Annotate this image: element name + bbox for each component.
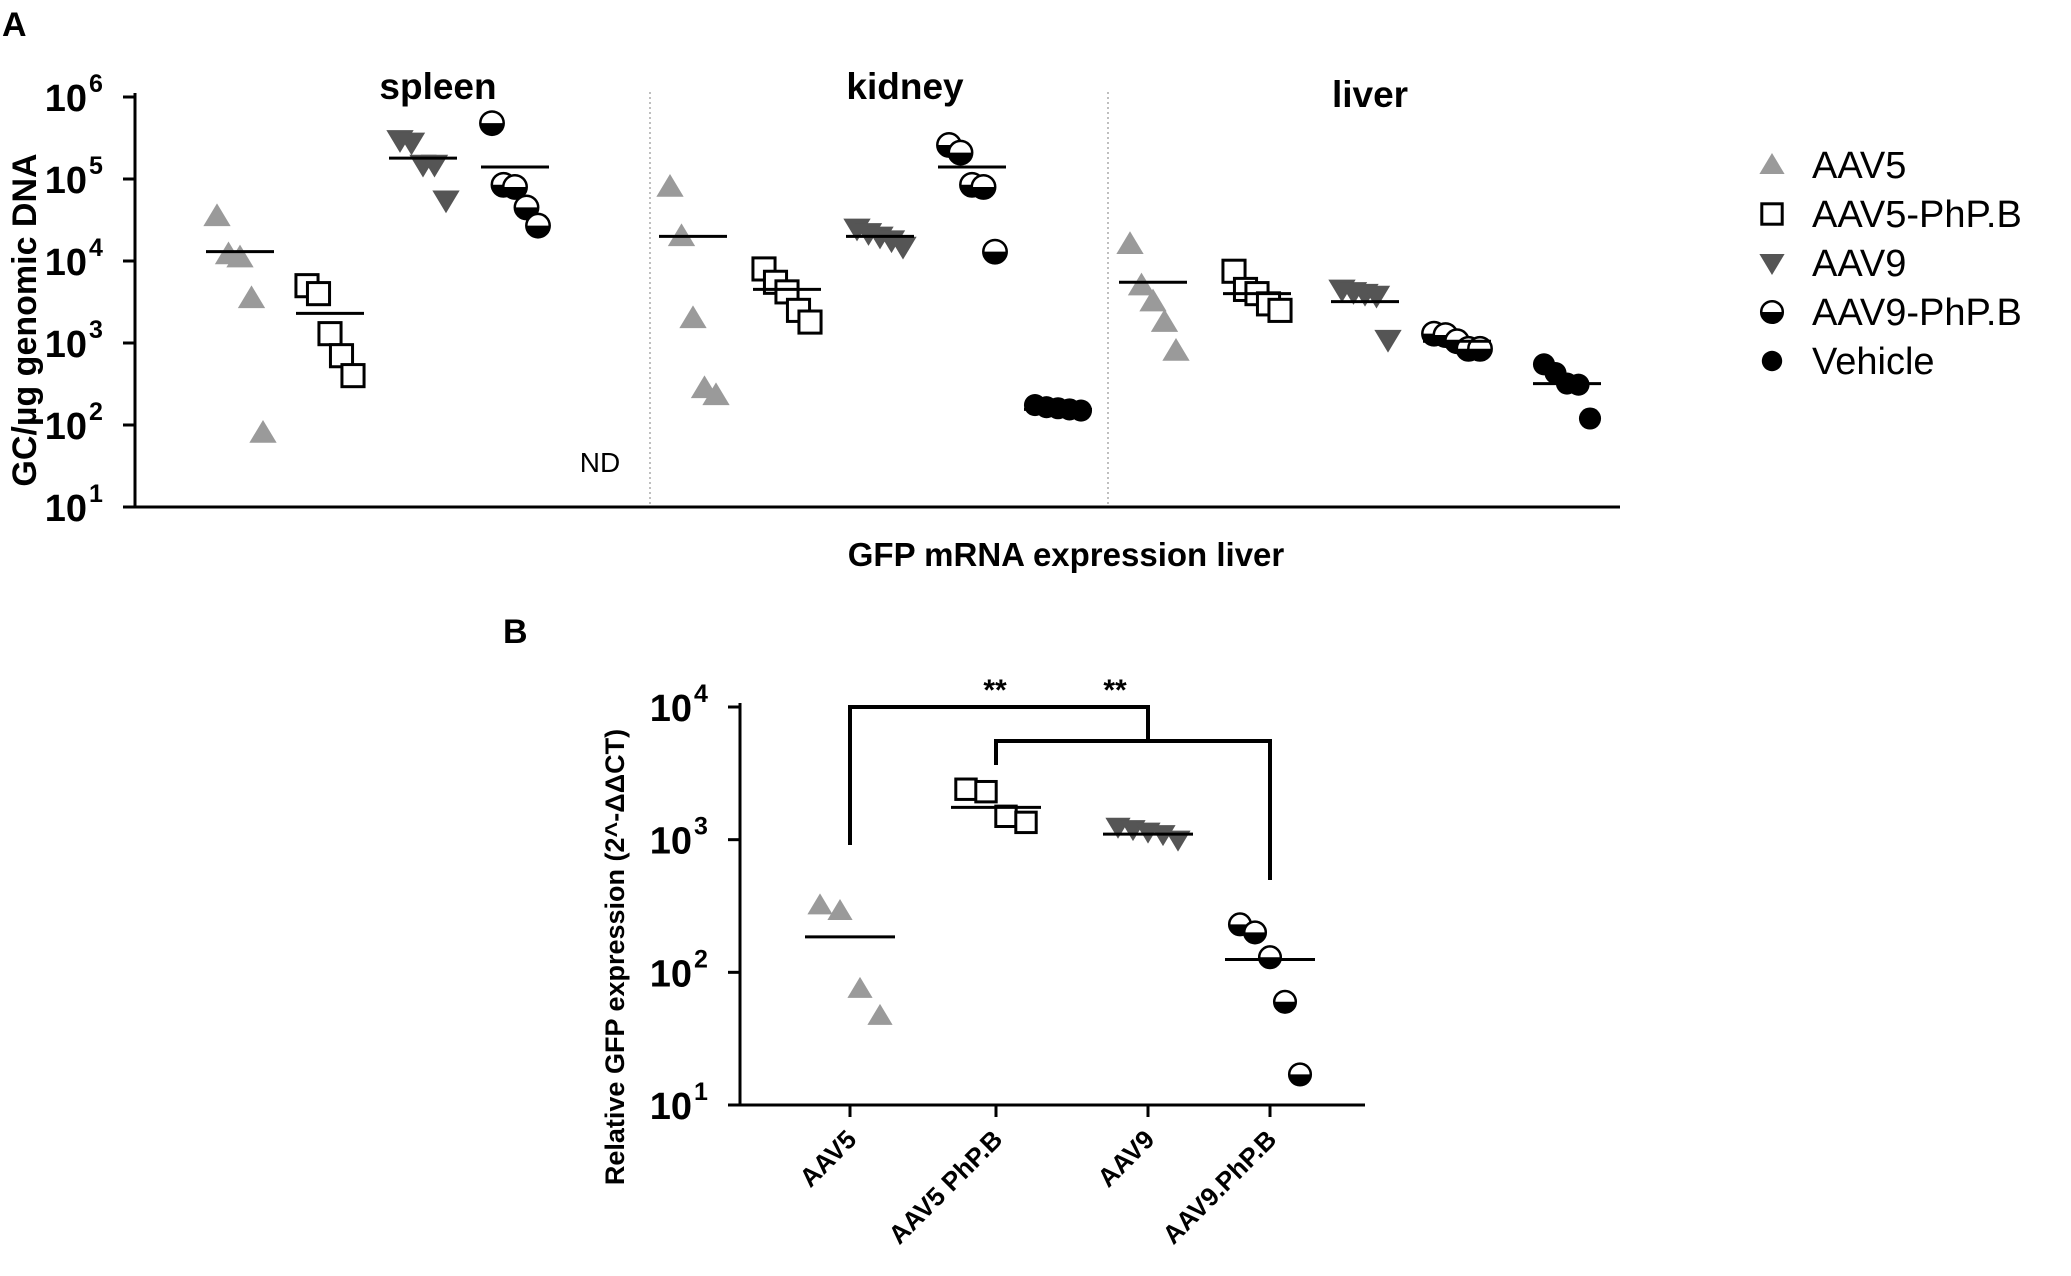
panel-a-point-spleen-aav9: [432, 190, 460, 214]
panel-a-point-liver-aav5: [1162, 337, 1190, 361]
panel-a-point-kidney-aav5-php.b: [797, 309, 823, 335]
panel-a-y-tick-exponent: 4: [89, 234, 103, 262]
legend-marker-vehicle: [1761, 350, 1783, 372]
panel-b-point-aav5-php-b: [1014, 810, 1038, 835]
panel-a-point-spleen-aav5-php.b: [317, 321, 343, 347]
panel-b-point-aav5-php-b: [954, 777, 978, 801]
panel-a-point-kidney-aav5: [656, 173, 684, 197]
panel-b-y-tick-label: 10: [650, 953, 692, 995]
panel-b-title: GFP mRNA expression liver: [848, 536, 1285, 573]
panel-b-point-aav9-php-b: [1242, 920, 1268, 945]
panel-a-point-liver-aav5: [1139, 288, 1167, 312]
panel-a-point-liver-aav5: [1150, 309, 1179, 332]
panel-a-point-kidney-aav9-php.b: [970, 173, 997, 200]
panel-a-y-tick-exponent: 6: [89, 70, 103, 98]
panel-a-point-spleen-aav5: [249, 419, 277, 443]
panel-a-group-title-kidney: kidney: [846, 66, 964, 107]
panel-a-point-liver-aav9-php.b: [1467, 335, 1493, 362]
panel-b-significance-bracket-1: [848, 705, 1150, 845]
panel-a-point-kidney-aav9-php.b: [947, 139, 974, 166]
panel-a-point-spleen-aav9-php.b: [513, 194, 540, 221]
panel-b-y-tick-label: 10: [650, 821, 692, 863]
panel-b-y-tick-exponent: 3: [694, 813, 708, 841]
panel-a-y-tick-label: 10: [45, 406, 87, 448]
panel-b-chart: GFP mRNA expression liver Relative GFP e…: [600, 536, 1365, 1250]
panel-a-point-spleen-aav9-php.b: [525, 212, 551, 239]
panel-b-point-aav5: [847, 976, 873, 998]
panel-a-y-axis-label: GC/µg genomic DNA: [6, 153, 44, 486]
panel-b-x-tick-label: AAV5: [793, 1124, 862, 1193]
panel-a-letter: A: [2, 6, 27, 44]
panel-b-x-tick-label: AAV9: [1091, 1124, 1160, 1193]
panel-a-nd-label: ND: [580, 447, 620, 478]
panel-a-point-kidney-aav9-php.b: [982, 238, 1008, 265]
panel-a-point-liver-aav5: [1127, 272, 1156, 296]
panel-b-point-aav5: [827, 898, 853, 920]
panel-a-y-tick-label: 10: [45, 324, 87, 366]
panel-b-point-aav9-php-b: [1257, 945, 1283, 970]
legend: AAV5 AAV5-PhP.B AAV9 AAV9-PhP.B Vehicle: [1759, 145, 2022, 383]
panel-a-point-liver-vehicle: [1578, 407, 1602, 430]
panel-a-point-spleen-aav5-php.b: [340, 363, 366, 389]
legend-label: AAV9: [1812, 243, 1906, 285]
panel-a-group-title-liver: liver: [1332, 74, 1408, 115]
panel-a-y-tick-exponent: 2: [89, 398, 103, 426]
panel-a-point-kidney-aav5: [679, 305, 707, 329]
panel-a-point-spleen-aav9: [397, 132, 426, 156]
panel-a-point-spleen-aav5-php.b: [305, 281, 332, 307]
panel-b-significance-bracket-2: [994, 739, 1272, 880]
panel-a-group-title-spleen: spleen: [379, 66, 496, 107]
panel-a-y-tick-label: 10: [45, 160, 87, 202]
panel-b-point-aav5-php-b: [994, 804, 1018, 829]
panel-a-point-spleen-aav5: [237, 285, 266, 309]
panel-a-point-spleen-aav5: [203, 203, 231, 227]
legend-label: Vehicle: [1812, 341, 1935, 383]
legend-marker-aav9-php.b: [1759, 299, 1785, 325]
panel-a-point-kidney-aav5: [667, 223, 696, 247]
panel-b-x-tick-label: AAV5 PhP.B: [882, 1124, 1008, 1250]
panel-a-y-tick-exponent: 5: [89, 152, 103, 180]
panel-a-point-liver-aav5: [1116, 231, 1144, 255]
panel-b-x-tick-label: AAV9.PhP.B: [1156, 1124, 1282, 1250]
panel-a-y-tick-exponent: 1: [89, 480, 103, 508]
legend-label: AAV5: [1812, 145, 1906, 187]
panel-b-y-tick-exponent: 4: [694, 680, 708, 708]
panel-b-point-aav9-php-b: [1272, 989, 1298, 1014]
panel-b-point-aav5-php-b: [974, 779, 998, 804]
panel-a-point-spleen-aav9-php.b: [502, 173, 528, 200]
panel-b-letter: B: [503, 613, 528, 651]
legend-marker-aav5-php.b: [1760, 202, 1784, 226]
panel-a-chart: GC/µg genomic DNA spleen kidney liver ND…: [6, 66, 1620, 530]
panel-a-point-spleen-aav9: [420, 154, 449, 178]
panel-b-point-aav5: [807, 893, 833, 915]
panel-a-y-tick-label: 10: [45, 488, 87, 530]
panel-b-y-tick-exponent: 2: [694, 945, 708, 973]
panel-b-point-aav5: [867, 1003, 893, 1025]
panel-b-significance-label-1: **: [983, 674, 1007, 707]
panel-a-point-liver-aav9: [1362, 285, 1391, 309]
legend-label: AAV5-PhP.B: [1812, 194, 2022, 236]
panel-b-y-tick-label: 10: [650, 688, 692, 730]
panel-a-y-tick-label: 10: [45, 78, 87, 120]
legend-label: AAV9-PhP.B: [1812, 292, 2022, 334]
panel-b-point-aav9-php-b: [1287, 1062, 1313, 1087]
panel-a-point-spleen-aav9-php.b: [479, 110, 505, 137]
panel-a-point-liver-aav5-php.b: [1267, 297, 1293, 323]
panel-b-y-tick-label: 10: [650, 1086, 692, 1128]
legend-marker-aav9: [1759, 254, 1785, 275]
legend-marker-aav5: [1759, 153, 1785, 174]
panel-b-y-axis-label: Relative GFP expression (2^-ΔΔCT): [600, 729, 630, 1185]
panel-a-point-spleen-aav5: [226, 244, 254, 268]
panel-b-y-tick-exponent: 1: [694, 1078, 708, 1106]
panel-a-point-kidney-aav9: [889, 236, 917, 260]
panel-a-y-tick-label: 10: [45, 242, 87, 284]
panel-a-point-kidney-aav5: [702, 382, 730, 406]
panel-a-point-liver-aav9: [1374, 329, 1402, 353]
panel-a-y-tick-exponent: 3: [89, 316, 103, 344]
panel-b-point-aav9: [1165, 830, 1191, 852]
panel-b-significance-label-2: **: [1103, 674, 1127, 707]
